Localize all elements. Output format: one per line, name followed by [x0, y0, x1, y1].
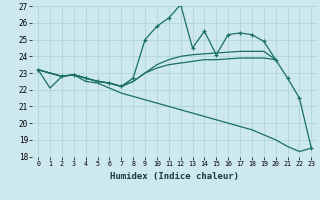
- X-axis label: Humidex (Indice chaleur): Humidex (Indice chaleur): [110, 172, 239, 181]
